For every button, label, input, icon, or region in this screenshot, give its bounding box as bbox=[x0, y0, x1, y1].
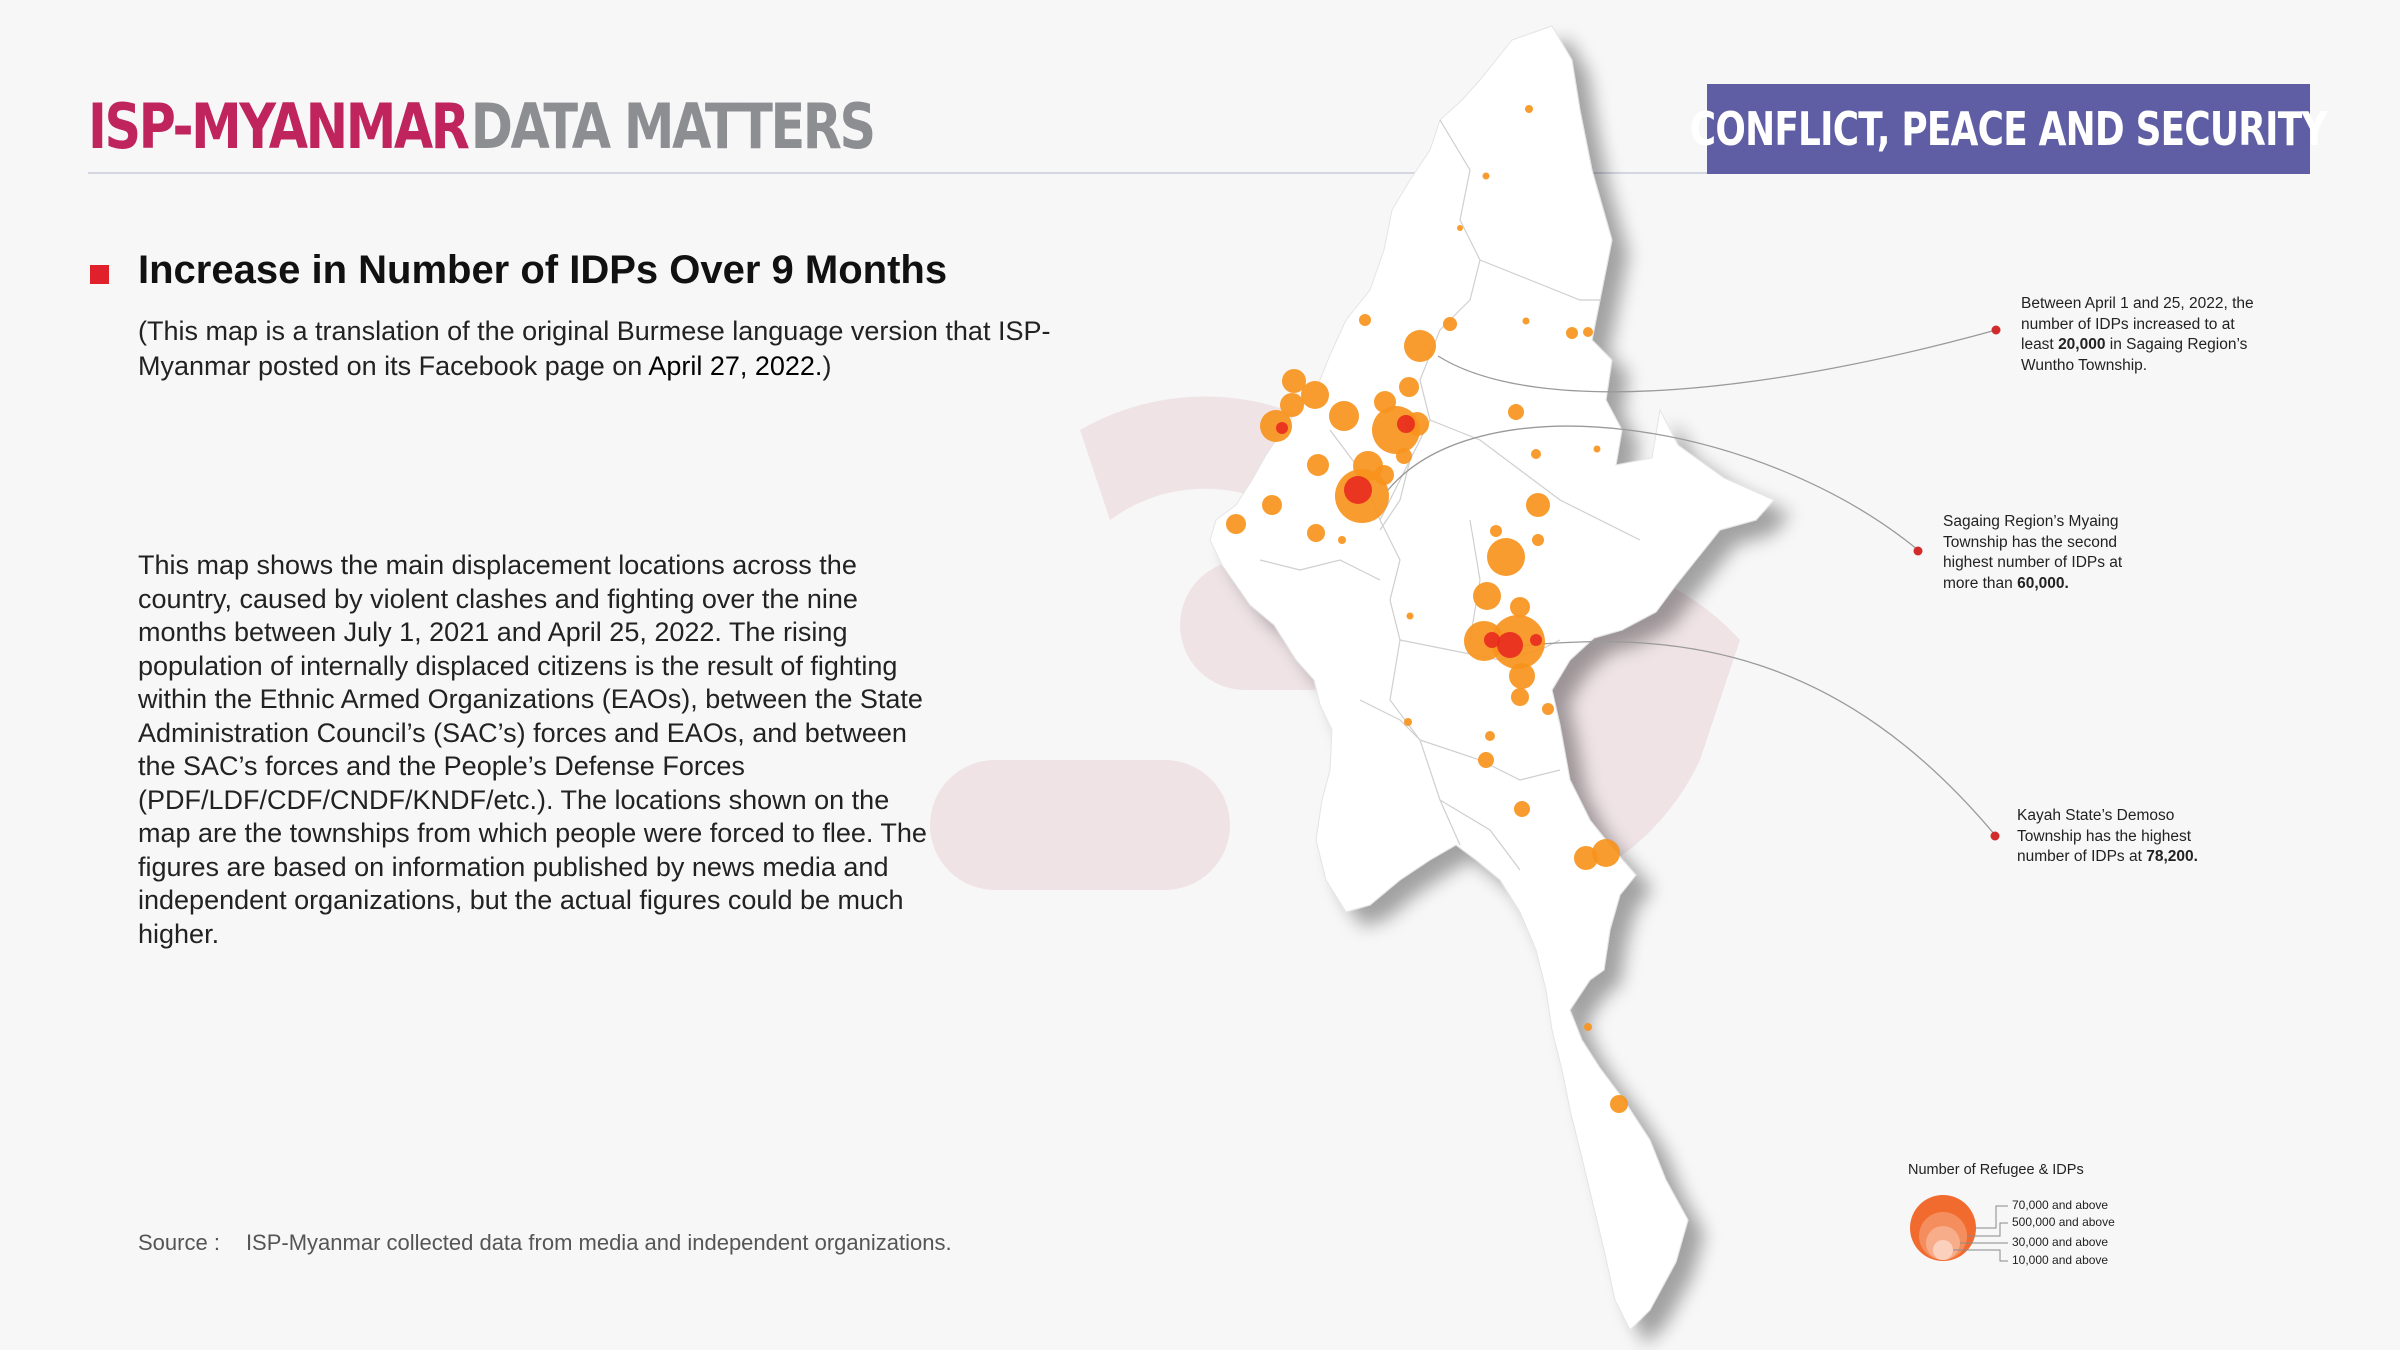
idp-bubble bbox=[1478, 752, 1494, 768]
brand-primary: ISP-MYANMAR bbox=[88, 90, 470, 163]
idp-bubble bbox=[1531, 449, 1541, 459]
idp-bubble bbox=[1399, 377, 1419, 397]
idp-bubble bbox=[1262, 495, 1282, 515]
callout-myaing: Sagaing Region’s Myaing Township has the… bbox=[1943, 513, 2123, 592]
source-line: Source : ISP-Myanmar collected data from … bbox=[138, 1230, 952, 1256]
idp-bubble bbox=[1307, 454, 1329, 476]
brand-logo: ISP-MYANMARDATA MATTERS bbox=[88, 96, 876, 158]
legend-leaders bbox=[1953, 1205, 2008, 1262]
page-title: Increase in Number of IDPs Over 9 Months bbox=[138, 248, 948, 292]
idp-bubble bbox=[1593, 445, 1601, 453]
idp-bubble bbox=[1329, 401, 1359, 431]
idp-bubble bbox=[1487, 538, 1525, 576]
idp-bubble bbox=[1584, 1023, 1592, 1031]
idp-bubble-high bbox=[1497, 632, 1523, 658]
brand-secondary: DATA MATTERS bbox=[470, 90, 876, 163]
region-boundaries bbox=[1259, 119, 1641, 871]
idp-bubble bbox=[1566, 327, 1578, 339]
idp-bubble bbox=[1490, 525, 1502, 537]
header-divider bbox=[88, 172, 1708, 174]
idp-bubble bbox=[1282, 369, 1306, 393]
idp-bubble bbox=[1226, 514, 1246, 534]
idp-bubble bbox=[1473, 582, 1501, 610]
legend-item: 500,000 and above bbox=[2012, 1215, 2115, 1229]
idp-bubble bbox=[1511, 688, 1529, 706]
idp-bubble bbox=[1301, 381, 1329, 409]
description-paragraph: This map shows the main displacement loc… bbox=[138, 550, 927, 949]
callout-marker-myaing bbox=[1913, 546, 1923, 556]
idp-bubble bbox=[1485, 731, 1495, 741]
idp-bubble-high bbox=[1484, 632, 1500, 648]
callout-leader-lines bbox=[1387, 329, 1997, 836]
idp-bubble-high bbox=[1530, 634, 1542, 646]
red-square-bullet-icon bbox=[90, 265, 109, 284]
idp-bubble bbox=[1482, 172, 1490, 180]
translation-note-date: April 27, 2022. bbox=[648, 351, 823, 381]
legend-item: 70,000 and above bbox=[2012, 1198, 2109, 1212]
idp-bubble bbox=[1522, 317, 1530, 325]
idp-bubble bbox=[1280, 393, 1304, 417]
callout-demoso: Kayah State’s Demoso Township has the hi… bbox=[2017, 807, 2198, 865]
callout-marker-demoso bbox=[1990, 831, 2000, 841]
idp-bubble bbox=[1509, 663, 1535, 689]
idp-bubble bbox=[1307, 524, 1325, 542]
translation-note-close: ) bbox=[822, 351, 832, 381]
idp-bubble bbox=[1514, 801, 1530, 817]
category-banner-label: CONFLICT, PEACE AND SECURITY bbox=[1690, 102, 2328, 156]
idp-bubble bbox=[1404, 718, 1412, 726]
idp-bubble bbox=[1532, 534, 1544, 546]
idp-bubbles-high bbox=[1276, 415, 1542, 658]
callout-wuntho: Between April 1 and 25, 2022, the number… bbox=[2021, 295, 2254, 374]
source-text: ISP-Myanmar collected data from media an… bbox=[245, 1230, 952, 1255]
legend-item: 10,000 and above bbox=[2012, 1253, 2109, 1267]
idp-bubble bbox=[1457, 225, 1463, 231]
idp-bubble bbox=[1260, 410, 1292, 442]
idp-bubble bbox=[1525, 105, 1533, 113]
idp-bubble bbox=[1404, 330, 1436, 362]
translation-note: (This map is a translation of the origin… bbox=[138, 314, 1138, 384]
idp-bubble bbox=[1526, 493, 1550, 517]
category-banner: CONFLICT, PEACE AND SECURITY bbox=[1690, 84, 2328, 174]
idp-bubble-high bbox=[1344, 476, 1372, 504]
callout-marker-wuntho bbox=[1991, 325, 2001, 335]
idp-bubble bbox=[1508, 404, 1524, 420]
translation-note-text: (This map is a translation of the origin… bbox=[138, 316, 1051, 381]
idp-bubble bbox=[1574, 846, 1598, 870]
idp-bubble bbox=[1583, 327, 1593, 337]
myanmar-silhouette bbox=[1209, 25, 1775, 1331]
idp-bubble-high bbox=[1276, 422, 1288, 434]
idp-bubble bbox=[1406, 612, 1414, 620]
idp-bubble bbox=[1374, 465, 1394, 485]
legend-item: 30,000 and above bbox=[2012, 1235, 2109, 1249]
idp-bubble bbox=[1610, 1095, 1628, 1113]
idp-bubble bbox=[1338, 536, 1346, 544]
idp-bubble bbox=[1542, 703, 1554, 715]
idp-bubble bbox=[1510, 597, 1530, 617]
idp-bubble bbox=[1592, 839, 1620, 867]
idp-bubble bbox=[1443, 317, 1457, 331]
idp-bubble bbox=[1396, 448, 1412, 464]
legend-circles bbox=[1910, 1195, 1976, 1261]
legend-title: Number of Refugee & IDPs bbox=[1908, 1162, 2084, 1178]
idp-bubble bbox=[1359, 314, 1371, 326]
idp-bubble-high bbox=[1397, 415, 1415, 433]
source-label: Source : bbox=[138, 1230, 220, 1255]
